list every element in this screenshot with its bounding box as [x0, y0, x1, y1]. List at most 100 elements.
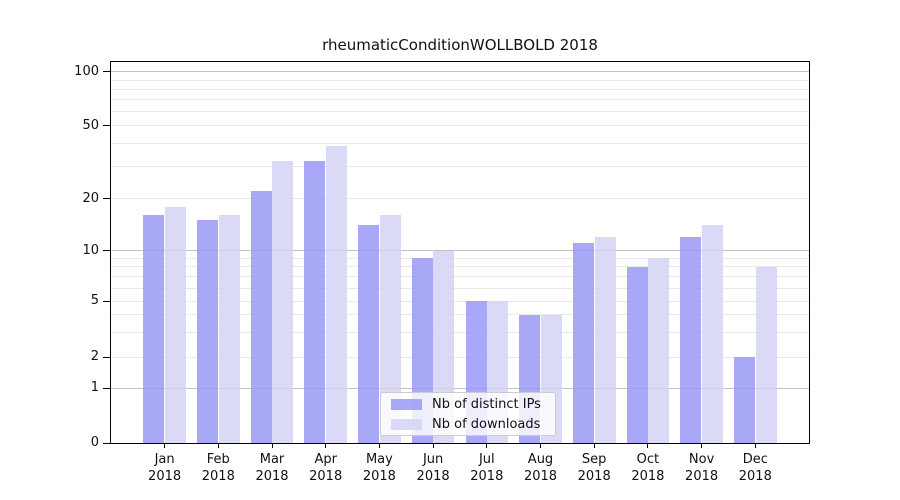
x-axis-tick-label: May 2018: [347, 451, 411, 485]
bar-layer: [111, 62, 809, 443]
x-tick-month: Aug: [527, 452, 554, 467]
x-axis-tick-label: Jan 2018: [133, 451, 197, 485]
x-axis-tick: [593, 443, 595, 448]
x-axis-tick-label: Aug 2018: [509, 451, 573, 485]
gridline-minor: [111, 287, 809, 289]
y-axis-tick: [103, 356, 110, 358]
bar-distinct-ips: [626, 266, 648, 443]
x-tick-year: 2018: [309, 469, 343, 484]
bar-distinct-ips: [572, 243, 594, 443]
x-tick-month: Oct: [636, 452, 660, 467]
bar-distinct-ips: [358, 225, 380, 443]
x-axis-tick: [325, 443, 327, 448]
x-axis-tick-label: Mar 2018: [240, 451, 304, 485]
x-axis-tick-label: Oct 2018: [616, 451, 680, 485]
legend: Nb of distinct IPs Nb of downloads: [380, 392, 556, 436]
bar-downloads: [272, 161, 294, 443]
bar-distinct-ips: [250, 191, 272, 443]
grid-layer: [111, 62, 809, 443]
x-axis-tick: [754, 443, 756, 448]
plot-area: 0 1 2 5 10 20 50 100 Jan 2018 Feb 2018 Mar 2018 Apr 201…: [74, 61, 810, 484]
x-tick-month: Apr: [314, 452, 337, 467]
x-tick-month: Nov: [688, 452, 715, 467]
y-axis-tick: [103, 387, 110, 389]
gridline-minor: [111, 88, 809, 90]
x-tick-month: Feb: [206, 452, 230, 467]
x-tick-year: 2018: [201, 469, 235, 484]
gridline-minor: [111, 125, 809, 127]
legend-item-downloads: Nb of downloads: [381, 414, 555, 434]
gridline-minor: [111, 356, 809, 358]
y-axis-tick: [103, 125, 110, 127]
bar-downloads: [594, 236, 616, 443]
bar-downloads: [218, 215, 240, 443]
y-axis-tick: [103, 250, 110, 252]
y-axis-tick-label: 50: [82, 117, 99, 133]
y-axis-tick: [103, 442, 110, 444]
x-tick-year: 2018: [255, 469, 289, 484]
legend-item-distinct-ips: Nb of distinct IPs: [381, 394, 555, 414]
x-tick-year: 2018: [631, 469, 665, 484]
gridline-minor: [111, 198, 809, 200]
y-axis-tick-label: 5: [90, 293, 99, 309]
bar-distinct-ips: [680, 236, 702, 443]
y-axis-tick-label: 100: [74, 63, 99, 79]
downloads-swatch-icon: [391, 418, 422, 430]
gridline-minor: [111, 266, 809, 268]
gridline-major: [111, 387, 809, 389]
x-tick-year: 2018: [685, 469, 719, 484]
x-axis-tick: [271, 443, 273, 448]
y-axis-tick-label: 2: [90, 349, 99, 365]
x-axis-tick: [486, 443, 488, 448]
gridline-minor: [111, 314, 809, 316]
gridline-minor: [111, 257, 809, 259]
x-tick-month: Jul: [478, 452, 495, 467]
x-axis-tick-label: Sep 2018: [562, 451, 626, 485]
x-tick-year: 2018: [523, 469, 558, 484]
bar-distinct-ips: [304, 161, 326, 443]
gridline-major: [111, 250, 809, 252]
x-axis-tick-label: Nov 2018: [670, 451, 734, 485]
bar-distinct-ips: [143, 215, 165, 443]
x-axis-tick: [701, 443, 703, 448]
bar-downloads: [379, 215, 401, 443]
gridline-minor: [111, 111, 809, 113]
legend-label-distinct-ips: Nb of distinct IPs: [432, 396, 541, 412]
ips-swatch-icon: [391, 398, 422, 410]
x-axis-tick-label: Jul 2018: [455, 451, 519, 485]
x-axis-tick: [164, 443, 166, 448]
gridline-minor: [111, 143, 809, 145]
bar-distinct-ips: [197, 220, 218, 443]
bar-downloads: [164, 206, 186, 443]
y-axis-tick-label: 20: [82, 190, 99, 206]
x-axis-tick: [378, 443, 380, 448]
x-tick-year: 2018: [148, 469, 182, 484]
x-tick-month: Jun: [422, 452, 444, 467]
bar-distinct-ips: [734, 357, 755, 443]
x-tick-month: Jan: [154, 452, 175, 467]
y-axis-tick-label: 1: [90, 380, 99, 396]
y-axis-tick: [103, 71, 110, 73]
x-tick-year: 2018: [577, 469, 611, 484]
gridline-minor: [111, 165, 809, 167]
gridline-minor: [111, 99, 809, 101]
gridline-minor: [111, 79, 809, 81]
gridline-major: [111, 71, 809, 73]
bar-downloads: [701, 225, 723, 443]
x-tick-month: May: [365, 452, 393, 467]
gridline-minor: [111, 300, 809, 302]
x-tick-month: Mar: [259, 452, 285, 467]
bar-downloads: [648, 258, 670, 443]
x-axis-tick-label: Feb 2018: [186, 451, 250, 485]
legend-label-downloads: Nb of downloads: [432, 416, 541, 432]
y-axis-tick: [103, 198, 110, 200]
y-axis-tick-label: 10: [82, 242, 99, 258]
x-axis-tick: [540, 443, 541, 448]
bar-downloads: [755, 266, 777, 443]
chart-title: rheumaticConditionWOLLBOLD 2018: [322, 36, 598, 54]
gridline-minor: [111, 276, 809, 278]
x-tick-year: 2018: [416, 469, 450, 484]
x-axis-tick-label: Apr 2018: [294, 451, 358, 485]
gridline-minor: [111, 332, 809, 334]
y-axis-tick: [103, 300, 110, 302]
